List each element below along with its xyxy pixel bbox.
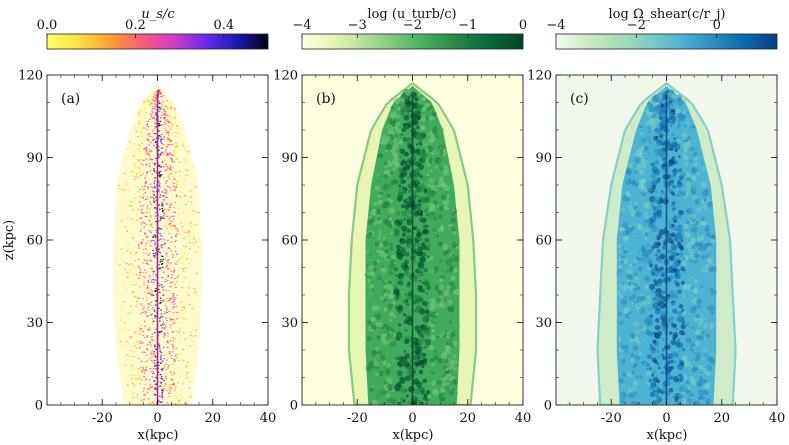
y-tick-label: 120 bbox=[18, 69, 43, 84]
colorbar-label-c: log Ω_shear(c/r_j) bbox=[609, 7, 726, 22]
jet-image bbox=[347, 81, 478, 405]
turbulence-texture bbox=[364, 88, 460, 405]
x-tick-label: 40 bbox=[769, 411, 786, 426]
colorbar-tick-label: −4 bbox=[546, 18, 565, 33]
y-tick-label: 30 bbox=[26, 316, 43, 331]
x-tick-label: 40 bbox=[515, 411, 532, 426]
x-tick-label: -20 bbox=[347, 411, 368, 426]
x-axis-label-b: x(kpc) bbox=[393, 428, 434, 443]
colorbar-tick-label: 0 bbox=[519, 18, 527, 33]
y-tick-label: 0 bbox=[544, 399, 552, 414]
colorbar-a: 0.0 0.2 0.4 bbox=[37, 18, 269, 50]
colorbar-gradient bbox=[555, 33, 778, 50]
x-axis-label-c: x(kpc) bbox=[647, 428, 688, 443]
y-tick-label: 0 bbox=[290, 399, 298, 414]
x-tick-label: 0 bbox=[662, 411, 670, 426]
x-tick-label: 20 bbox=[204, 411, 221, 426]
x-tick-label: -20 bbox=[601, 411, 622, 426]
colorbar-tick-label: 0.4 bbox=[213, 18, 234, 33]
jet-image bbox=[596, 81, 737, 405]
jet-image bbox=[113, 86, 202, 405]
colorbar-tick-label: 0 bbox=[713, 18, 721, 33]
x-tick-label: 40 bbox=[260, 411, 277, 426]
colorbar-tick-label: −2 bbox=[403, 18, 422, 33]
x-tick-label: -20 bbox=[92, 411, 113, 426]
x-axis-label-a: x(kpc) bbox=[138, 428, 179, 443]
y-tick-label: 90 bbox=[281, 151, 298, 166]
colorbar-tick-label: 0.0 bbox=[37, 18, 58, 33]
x-tick-label: 0 bbox=[153, 411, 161, 426]
y-tick-label: 30 bbox=[281, 316, 298, 331]
panel-label: (b) bbox=[316, 91, 336, 107]
colorbar-label-a: u_s/c bbox=[141, 7, 175, 22]
panel-b: -20 0 20 40 0 30 60 90 120 (b) bbox=[273, 69, 531, 427]
y-tick-label: 0 bbox=[35, 399, 43, 414]
y-tick-label: 120 bbox=[527, 69, 552, 84]
panel-c: -20 0 20 40 0 30 60 90 120 (c) bbox=[527, 69, 785, 427]
y-tick-label: 30 bbox=[535, 316, 552, 331]
panel-label: (c) bbox=[570, 91, 589, 107]
colorbar-tick-label: −4 bbox=[292, 18, 311, 33]
x-tick-label: 0 bbox=[408, 411, 416, 426]
colorbar-tick-label: −3 bbox=[348, 18, 367, 33]
panel-label: (a) bbox=[61, 91, 80, 107]
y-axis-label: z(kpc) bbox=[2, 220, 17, 260]
colorbar-c: −4 −2 0 bbox=[546, 18, 778, 50]
x-tick-label: 20 bbox=[459, 411, 476, 426]
panel-a: -20 0 20 40 0 30 60 90 120 (a) bbox=[18, 69, 276, 427]
y-tick-label: 120 bbox=[273, 69, 298, 84]
colorbar-tick-label: −2 bbox=[627, 18, 646, 33]
turbulence-texture bbox=[616, 89, 717, 405]
y-tick-label: 60 bbox=[26, 234, 43, 249]
colorbar-gradient bbox=[46, 33, 269, 50]
y-tick-label: 60 bbox=[281, 234, 298, 249]
y-tick-label: 60 bbox=[535, 234, 552, 249]
colorbar-tick-label: 0.2 bbox=[125, 18, 146, 33]
colorbar-b: −4 −3 −2 −1 0 bbox=[292, 18, 527, 50]
colorbar-label-b: log (u_turb/c) bbox=[367, 7, 456, 22]
x-tick-label: 20 bbox=[713, 411, 730, 426]
y-tick-label: 90 bbox=[26, 151, 43, 166]
colorbar-tick-label: −1 bbox=[458, 18, 477, 33]
y-tick-label: 90 bbox=[535, 151, 552, 166]
